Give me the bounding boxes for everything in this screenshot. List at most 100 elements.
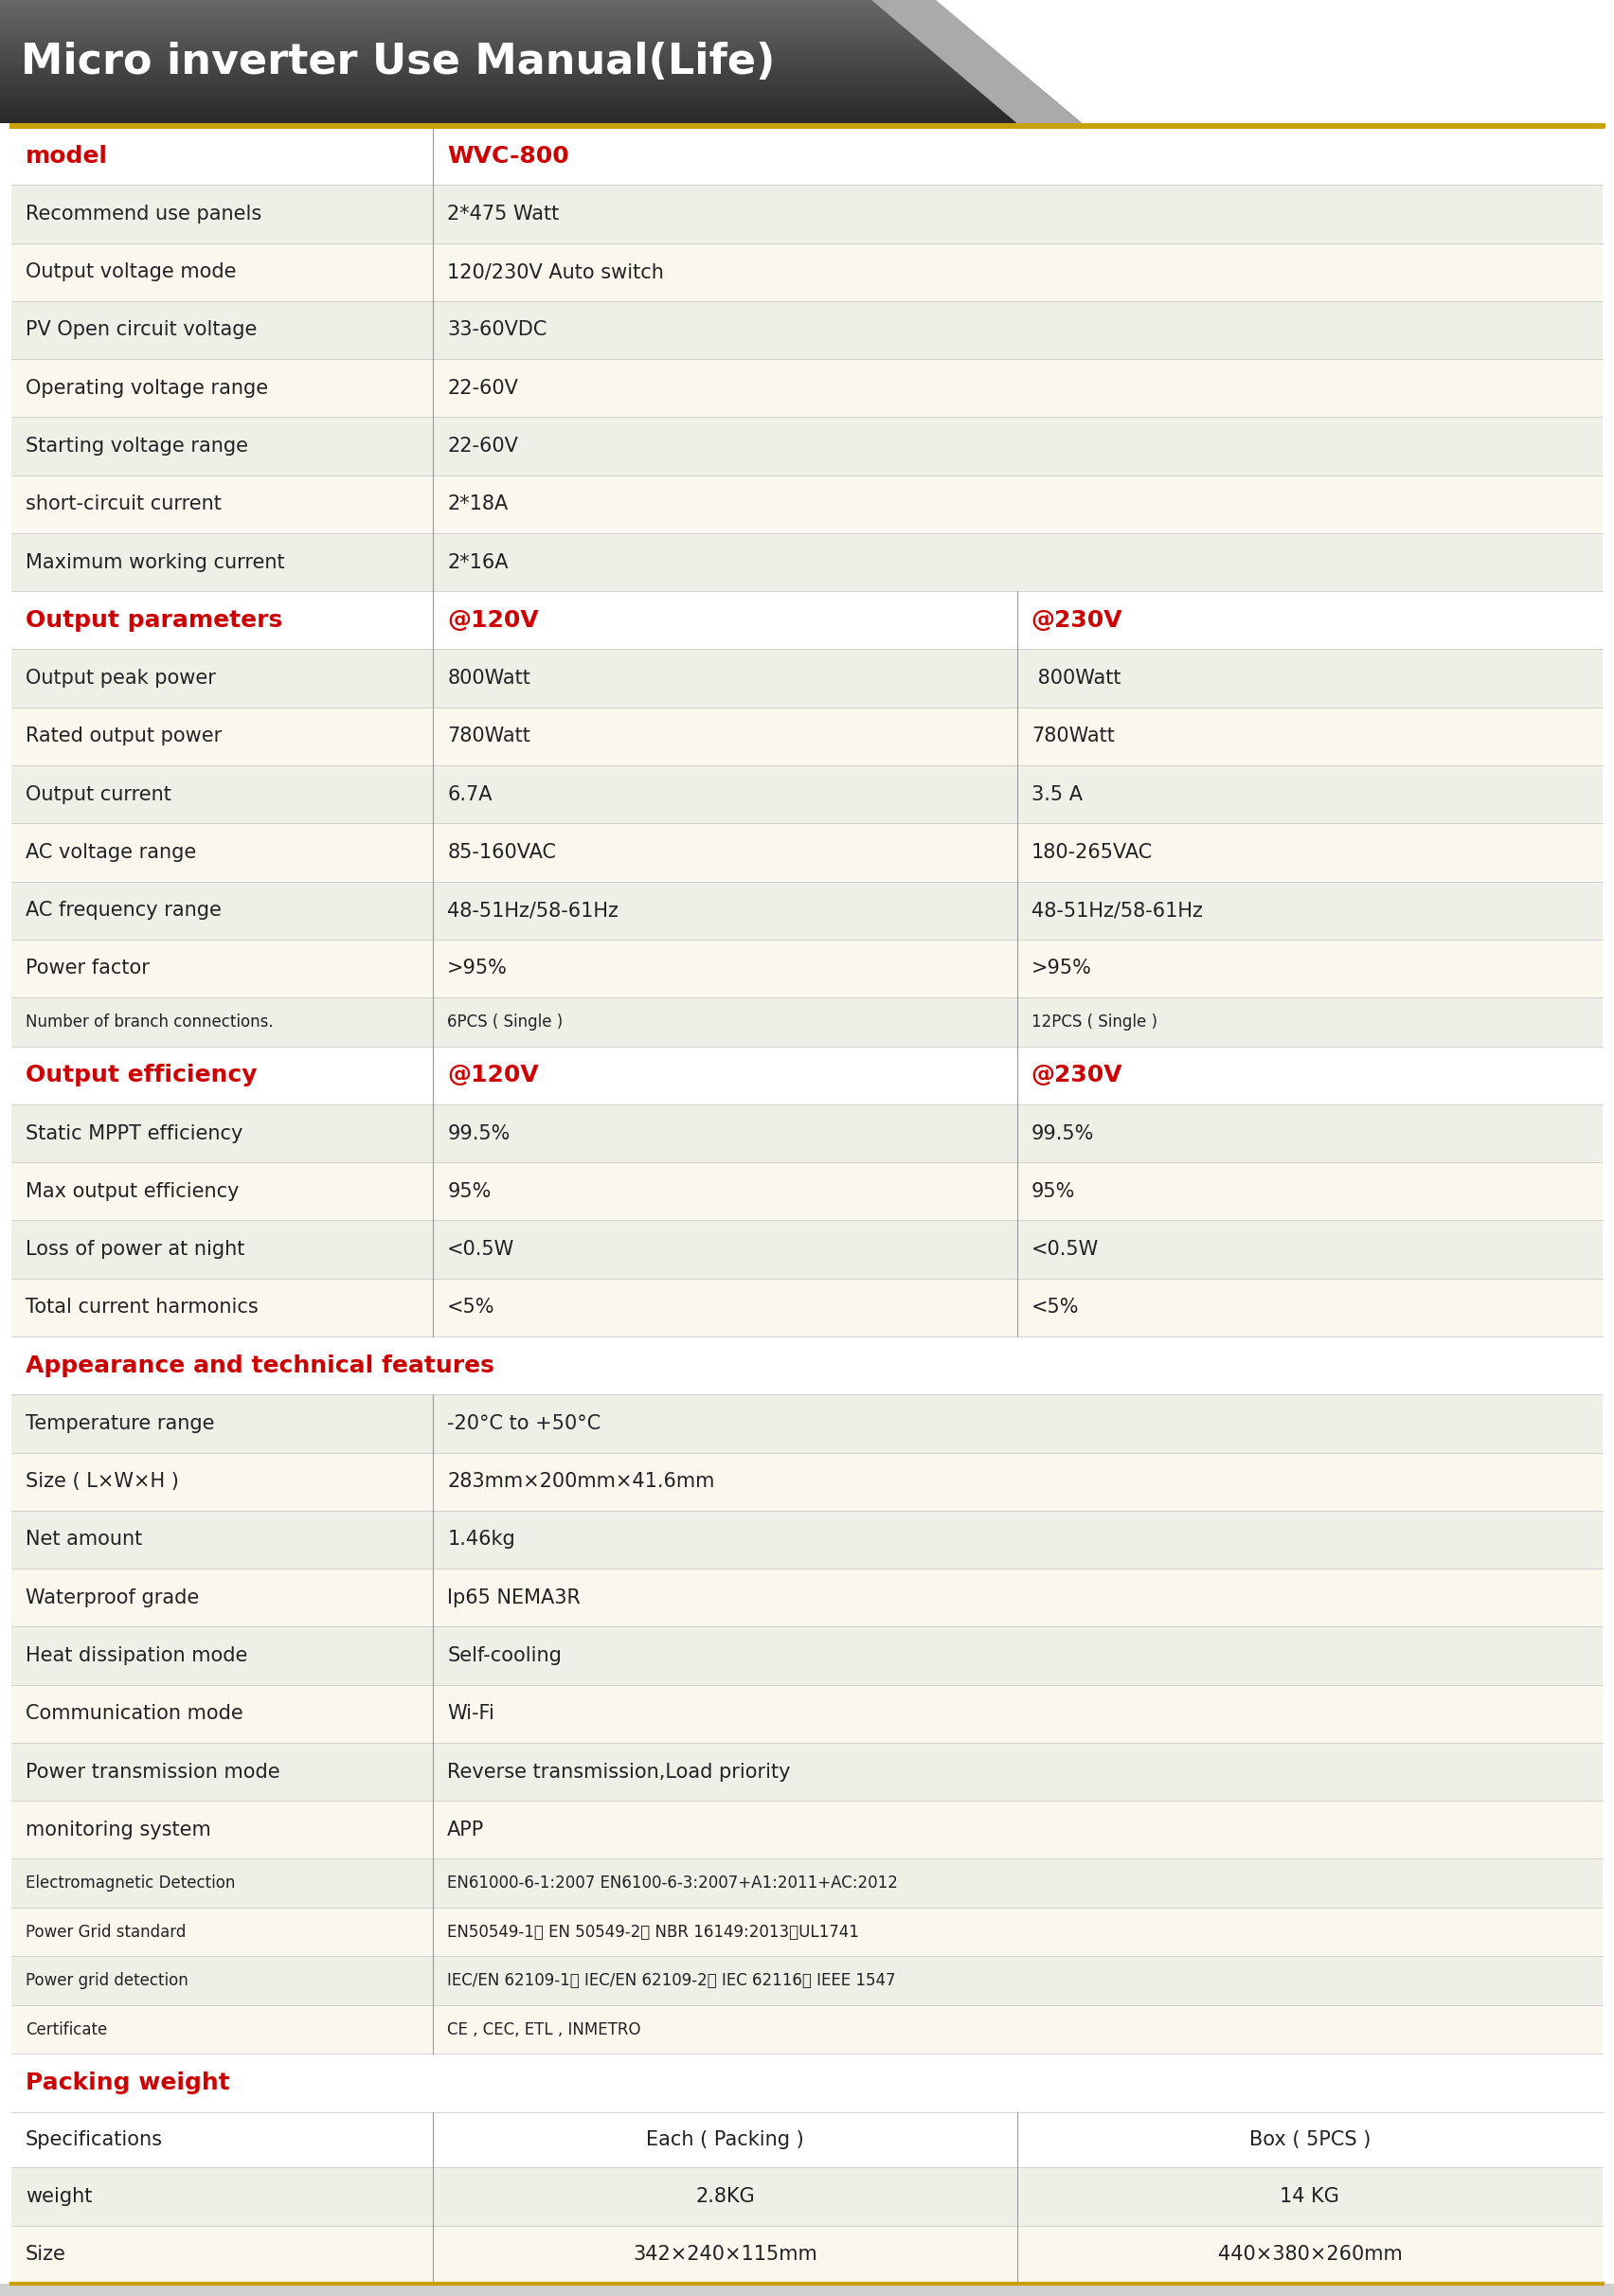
Bar	[0, 69, 1614, 71]
Text: Size ( L×W×H ): Size ( L×W×H )	[26, 1472, 179, 1490]
Text: 6PCS ( Single ): 6PCS ( Single )	[447, 1013, 563, 1031]
Bar	[11, 2004, 1603, 2055]
Bar	[0, 69, 1614, 73]
Text: APP: APP	[447, 1821, 484, 1839]
Text: @120V: @120V	[447, 1063, 539, 1086]
Bar	[11, 1685, 1603, 1743]
Bar	[11, 1908, 1603, 1956]
Text: Power transmission mode: Power transmission mode	[26, 1763, 279, 1782]
Text: IEC/EN 62109-1、 IEC/EN 62109-2、 IEC 62116、 IEEE 1547: IEC/EN 62109-1、 IEC/EN 62109-2、 IEC 6211…	[447, 1972, 896, 1988]
Bar	[11, 996, 1603, 1047]
Text: Number of branch connections.: Number of branch connections.	[26, 1013, 273, 1031]
Text: Waterproof grade: Waterproof grade	[26, 1589, 199, 1607]
Text: 33-60VDC: 33-60VDC	[447, 321, 547, 340]
Bar	[0, 108, 1614, 110]
Text: 283mm×200mm×41.6mm: 283mm×200mm×41.6mm	[447, 1472, 715, 1490]
Bar	[0, 113, 1614, 115]
Bar	[0, 83, 1614, 87]
Text: -20°C to +50°C: -20°C to +50°C	[447, 1414, 600, 1433]
Bar	[0, 41, 1614, 44]
Bar	[0, 64, 1614, 67]
Text: monitoring system: monitoring system	[26, 1821, 211, 1839]
Bar	[0, 18, 1614, 21]
Bar	[0, 0, 1614, 2]
Text: weight: weight	[26, 2188, 92, 2206]
Text: 48-51Hz/58-61Hz: 48-51Hz/58-61Hz	[447, 900, 618, 921]
Text: 120/230V Auto switch: 120/230V Auto switch	[447, 262, 663, 282]
Bar	[11, 592, 1603, 650]
Text: PV Open circuit voltage: PV Open circuit voltage	[26, 321, 257, 340]
Bar	[0, 46, 1614, 48]
Text: Electromagnetic Detection: Electromagnetic Detection	[26, 1876, 236, 1892]
Bar	[11, 2167, 1603, 2225]
Bar	[0, 85, 1614, 87]
Text: Packing weight: Packing weight	[26, 2071, 229, 2094]
Text: Static MPPT efficiency: Static MPPT efficiency	[26, 1123, 242, 1143]
Text: <0.5W: <0.5W	[1031, 1240, 1099, 1258]
Bar	[0, 32, 1614, 34]
Bar	[11, 1047, 1603, 1104]
Bar	[0, 39, 1614, 41]
Text: <5%: <5%	[1031, 1297, 1080, 1318]
Bar	[0, 103, 1614, 106]
Text: Reverse transmission,Load priority: Reverse transmission,Load priority	[447, 1763, 791, 1782]
Text: EN50549-1、 EN 50549-2、 NBR 16149:2013、UL1741: EN50549-1、 EN 50549-2、 NBR 16149:2013、UL…	[447, 1924, 859, 1940]
Text: short-circuit current: short-circuit current	[26, 494, 221, 514]
Bar	[0, 55, 1614, 57]
Text: 1.46kg: 1.46kg	[447, 1529, 515, 1550]
Bar	[11, 1221, 1603, 1279]
Bar	[11, 882, 1603, 939]
Bar	[11, 1104, 1603, 1162]
Bar	[0, 80, 1614, 83]
Bar	[0, 96, 1614, 99]
Bar	[11, 650, 1603, 707]
Bar	[0, 71, 1614, 73]
Bar	[0, 34, 1614, 37]
Bar	[11, 418, 1603, 475]
Text: 800Watt: 800Watt	[447, 668, 531, 689]
Bar	[0, 21, 1614, 23]
Text: 440×380×260mm: 440×380×260mm	[1217, 2245, 1403, 2264]
Bar	[0, 76, 1614, 78]
Bar	[11, 1394, 1603, 1453]
Bar	[11, 2055, 1603, 2112]
Bar	[11, 707, 1603, 765]
Bar	[0, 122, 1614, 124]
Bar	[0, 2, 1614, 5]
Text: >95%: >95%	[1031, 960, 1091, 978]
Text: Total current harmonics: Total current harmonics	[26, 1297, 258, 1318]
Bar	[11, 1626, 1603, 1685]
Text: 3.5 A: 3.5 A	[1031, 785, 1083, 804]
Bar	[0, 67, 1614, 69]
Bar	[0, 60, 1614, 62]
Bar	[0, 83, 1614, 85]
Bar	[0, 9, 1614, 11]
Bar	[0, 18, 1614, 21]
Bar	[0, 48, 1614, 51]
Bar	[11, 1860, 1603, 1908]
Text: 22-60V: 22-60V	[447, 436, 518, 455]
Text: 99.5%: 99.5%	[1031, 1123, 1094, 1143]
Text: 85-160VAC: 85-160VAC	[447, 843, 557, 861]
Bar	[0, 117, 1614, 119]
Bar	[11, 1743, 1603, 1800]
Text: Loss of power at night: Loss of power at night	[26, 1240, 245, 1258]
Bar	[11, 243, 1603, 301]
Text: 2*16A: 2*16A	[447, 553, 508, 572]
Bar	[0, 16, 1614, 18]
Text: Recommend use panels: Recommend use panels	[26, 204, 261, 223]
Bar	[0, 78, 1614, 83]
Bar	[0, 73, 1614, 76]
Text: Operating voltage range: Operating voltage range	[26, 379, 268, 397]
Bar	[0, 106, 1614, 108]
Bar	[0, 115, 1614, 117]
Bar	[11, 1336, 1603, 1394]
Bar	[0, 62, 1614, 64]
Bar	[0, 25, 1614, 28]
Bar	[11, 1956, 1603, 2004]
Bar	[0, 90, 1614, 92]
Bar	[0, 46, 1614, 48]
Bar	[0, 30, 1614, 32]
Text: Output voltage mode: Output voltage mode	[26, 262, 236, 282]
Bar	[0, 57, 1614, 60]
